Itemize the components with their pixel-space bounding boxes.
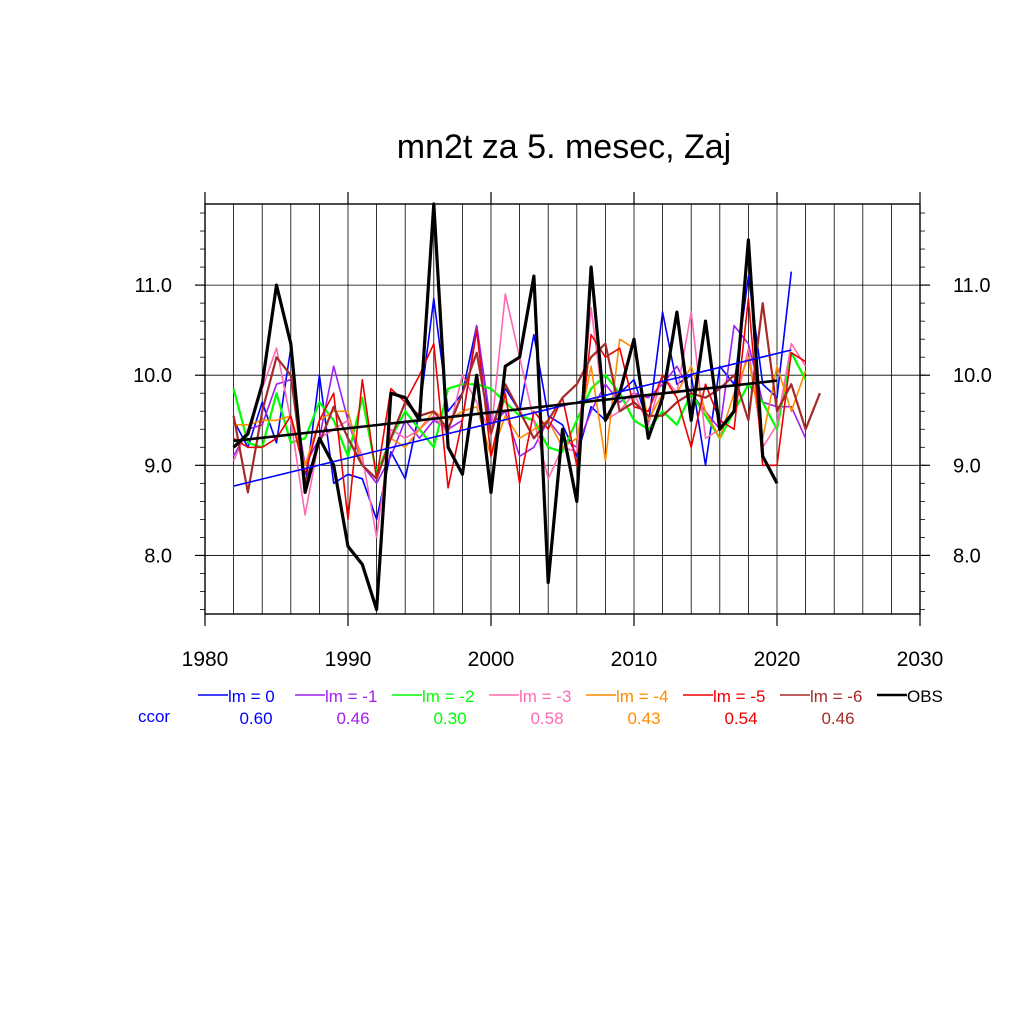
y-tick-label-right: 11.0 [953,275,990,297]
legend-entry-label: lm = 0 [228,687,275,706]
plot-frame [204,203,921,615]
legend-ccor-value: 0.46 [821,709,854,728]
legend-entry-label: lm = -6 [810,687,862,706]
trend-line-0 [233,349,792,487]
legend-entry-label: lm = -1 [325,687,377,706]
legend-entry-label: lm = -5 [713,687,765,706]
legend-ccor-value: 0.43 [627,709,660,728]
series-line-1 [232,324,807,485]
legend-entry-label: lm = -3 [519,687,571,706]
chart-title: mn2t za 5. mesec, Zaj [397,128,731,166]
ccor-label: ccor [138,707,170,726]
legend-entry-label: lm = -2 [422,687,474,706]
series-line-7 [232,202,779,612]
y-tick-label: 11.0 [135,275,172,297]
x-tick-label: 2020 [754,648,801,671]
y-tick-label: 8.0 [144,545,172,567]
legend-entry-label: OBS [907,687,943,706]
x-tick-label: 2000 [468,648,515,671]
series-line-5 [233,297,807,521]
legend-ccor-value: 0.54 [724,709,757,728]
legend: ccor lm = 0 0.60 lm = -1 0.46 lm = -2 0.30 lm =… [138,687,943,728]
legend-ccor-value: 0.46 [336,709,369,728]
trend-line-7 [233,379,778,443]
legend-ccor-value: 0.60 [239,709,272,728]
y-tick-label-right: 9.0 [953,455,981,477]
x-tick-label: 1990 [325,648,372,671]
axes-layer: 8.0 8.0 9.0 9.0 10.0 10.0 11.0 11.0 1980 1990 2000… [133,192,992,671]
x-tick-label: 2030 [897,648,944,671]
trend-layer [233,349,792,487]
legend-ccor-value: 0.58 [530,709,563,728]
x-tick-label: 2010 [611,648,658,671]
x-tick-label: 1980 [182,648,229,671]
legend-entry-label: lm = -4 [616,687,668,706]
series-line-4 [233,338,807,480]
y-tick-label: 10.0 [133,365,172,387]
legend-ccor-value: 0.30 [433,709,466,728]
y-tick-label-right: 10.0 [953,365,992,387]
y-tick-label-right: 8.0 [953,545,981,567]
y-tick-label: 9.0 [144,455,172,477]
